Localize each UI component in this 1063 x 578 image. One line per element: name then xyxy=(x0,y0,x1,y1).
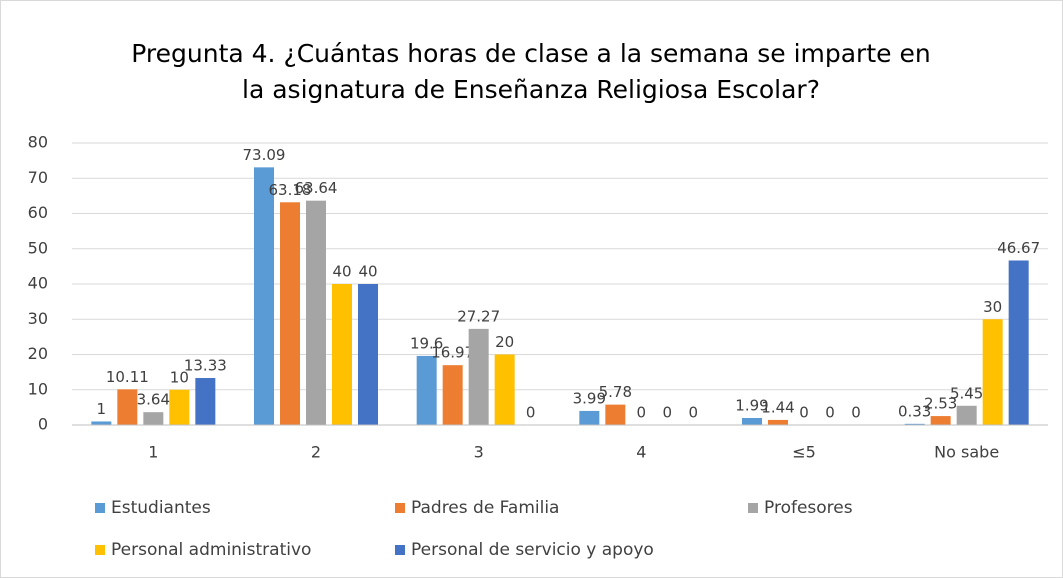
bar xyxy=(579,410,600,425)
y-tick-label: 60 xyxy=(28,203,48,222)
data-label: 19.6 xyxy=(410,334,443,352)
bar xyxy=(332,284,352,425)
data-label: 27.27 xyxy=(457,307,500,325)
bar xyxy=(143,412,164,425)
chart-title: Pregunta 4. ¿Cuántas horas de clase a la… xyxy=(131,39,931,104)
legend-swatch xyxy=(395,545,405,555)
bar xyxy=(416,355,437,425)
bar xyxy=(169,389,190,425)
x-tick-label: 2 xyxy=(311,443,321,462)
data-label: 10.11 xyxy=(106,368,149,386)
data-label: 1.44 xyxy=(761,398,794,416)
bar xyxy=(956,405,977,425)
bar xyxy=(930,416,951,425)
data-label: 2.53 xyxy=(924,395,957,413)
data-label: 63.18 xyxy=(269,181,312,199)
bar xyxy=(742,417,762,425)
bar xyxy=(468,328,489,425)
y-tick-label: 80 xyxy=(28,133,48,152)
bar xyxy=(358,284,378,425)
data-label: 5.78 xyxy=(599,383,632,401)
data-label: 1.99 xyxy=(735,396,768,414)
y-tick-label: 70 xyxy=(28,168,48,187)
y-tick-label: 30 xyxy=(28,309,48,328)
data-label: 0 xyxy=(689,404,699,422)
legend-swatch xyxy=(95,545,105,555)
data-label: 0 xyxy=(851,404,861,422)
data-label: 0.33 xyxy=(898,402,931,420)
y-tick-label: 40 xyxy=(28,274,48,293)
bar xyxy=(280,202,300,425)
bar xyxy=(768,419,788,425)
legend-label: Estudiantes xyxy=(111,498,211,518)
x-tick-label: 4 xyxy=(636,443,646,462)
data-label: 13.33 xyxy=(184,357,227,375)
bar xyxy=(904,423,925,425)
bar xyxy=(195,378,216,425)
data-label: 40 xyxy=(358,263,377,281)
x-tick-label: No sabe xyxy=(934,443,999,462)
data-label: 0 xyxy=(799,404,809,422)
bar xyxy=(982,319,1003,425)
legend-swatch xyxy=(748,503,758,513)
data-label: 63.64 xyxy=(295,179,338,197)
legend-label: Profesores xyxy=(764,498,853,518)
legend-label: Personal administrativo xyxy=(111,540,311,560)
bar xyxy=(494,354,515,425)
legend-swatch xyxy=(95,503,105,513)
bar xyxy=(117,389,138,425)
y-tick-label: 50 xyxy=(28,238,48,257)
y-tick-label: 0 xyxy=(38,415,48,434)
data-label: 0 xyxy=(637,404,647,422)
x-tick-label: 1 xyxy=(148,443,158,462)
data-label: 3.64 xyxy=(137,391,170,409)
data-label: 3.99 xyxy=(573,389,606,407)
bar xyxy=(91,421,112,425)
y-tick-label: 10 xyxy=(28,379,48,398)
bar xyxy=(306,200,326,425)
y-tick-label: 20 xyxy=(28,344,48,363)
data-label: 0 xyxy=(825,404,835,422)
data-label: 73.09 xyxy=(243,146,286,164)
legend-swatch xyxy=(395,503,405,513)
data-label: 10 xyxy=(170,368,189,386)
data-label: 0 xyxy=(526,404,536,422)
bar xyxy=(605,404,626,425)
data-label: 0 xyxy=(663,404,673,422)
data-label: 20 xyxy=(495,333,514,351)
legend-label: Personal de servicio y apoyo xyxy=(411,540,654,560)
data-label: 16.97 xyxy=(431,344,474,362)
legend-label: Padres de Familia xyxy=(411,498,559,518)
x-tick-label: ≤5 xyxy=(792,443,816,462)
data-label: 5.45 xyxy=(950,384,983,402)
x-tick-label: 3 xyxy=(474,443,484,462)
data-label: 1 xyxy=(97,400,107,418)
data-label: 46.67 xyxy=(997,239,1040,257)
data-label: 40 xyxy=(332,263,351,281)
data-label: 30 xyxy=(983,298,1002,316)
bar xyxy=(254,167,274,425)
bar xyxy=(1008,260,1029,425)
bar xyxy=(442,365,463,425)
